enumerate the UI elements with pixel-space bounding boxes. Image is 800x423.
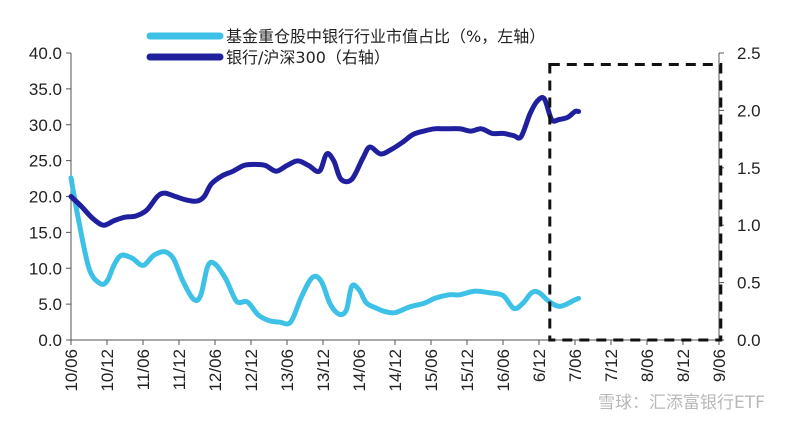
- x-tick-label: 14/12: [386, 349, 405, 392]
- legend-label-left-series: 基金重仓股中银行行业市值占比（%，左轴）: [226, 27, 545, 46]
- x-tick-label: 12/06: [206, 349, 225, 392]
- x-tick-label: 7/06: [566, 349, 585, 382]
- x-tick-label: 15/06: [422, 349, 441, 392]
- x-tick-label: 13/12: [314, 349, 333, 392]
- x-tick-label: 15/12: [458, 349, 477, 392]
- right-tick-label: 1.5: [737, 159, 761, 178]
- x-tick-label: 10/12: [98, 349, 117, 392]
- left-tick-label: 25.0: [29, 152, 62, 171]
- left-tick-label: 40.0: [29, 44, 62, 63]
- series-layer: [68, 95, 582, 327]
- x-tick-label: 11/12: [170, 349, 189, 390]
- series-line-left: [68, 175, 582, 327]
- right-tick-label: 1.0: [737, 216, 761, 235]
- x-tick-label: 14/06: [350, 349, 369, 392]
- x-tick-label: 11/06: [134, 349, 153, 390]
- x-tick-label: 8/06: [638, 349, 657, 382]
- x-tick-label: 12/12: [242, 349, 261, 392]
- right-axis-ticks: 0.0 0.5 1.0 1.5 2.0 2.5: [719, 44, 761, 350]
- right-tick-label: 2.5: [737, 44, 761, 63]
- x-tick-label: 10/06: [62, 349, 81, 392]
- left-tick-label: 15.0: [29, 223, 62, 242]
- series-line-right: [68, 95, 582, 228]
- left-tick-label: 5.0: [38, 295, 62, 314]
- watermark: 雪球：汇添富银行ETF: [598, 393, 765, 413]
- left-tick-label: 35.0: [29, 80, 62, 99]
- x-tick-label: 7/12: [602, 349, 621, 382]
- x-tick-label: 6/12: [530, 349, 549, 382]
- right-tick-label: 2.0: [737, 101, 761, 120]
- left-tick-label: 10.0: [29, 259, 62, 278]
- x-tick-label: 16/06: [494, 349, 513, 392]
- x-tick-label: 8/12: [674, 349, 693, 382]
- right-tick-label: 0.0: [737, 331, 761, 350]
- legend-label-right-series: 银行/沪深300（右轴）: [226, 48, 390, 67]
- highlight-box: [548, 62, 723, 342]
- axes: [70, 53, 720, 341]
- x-axis-ticks: 10/06 10/12 11/06 11/12 12/06 12/12 13/06 13/12…: [62, 340, 729, 392]
- x-tick-label: 13/06: [278, 349, 297, 392]
- left-tick-label: 20.0: [29, 188, 62, 207]
- x-tick-label: 9/06: [710, 349, 729, 382]
- left-tick-label: 30.0: [29, 116, 62, 135]
- legend: 基金重仓股中银行行业市值占比（%，左轴） 银行/沪深300（右轴）: [146, 27, 545, 67]
- right-tick-label: 0.5: [737, 274, 761, 293]
- left-tick-label: 0.0: [38, 331, 62, 350]
- left-axis-ticks: 0.0 5.0 10.0 15.0 20.0 25.0 30.0 35.0 40.0: [29, 44, 71, 350]
